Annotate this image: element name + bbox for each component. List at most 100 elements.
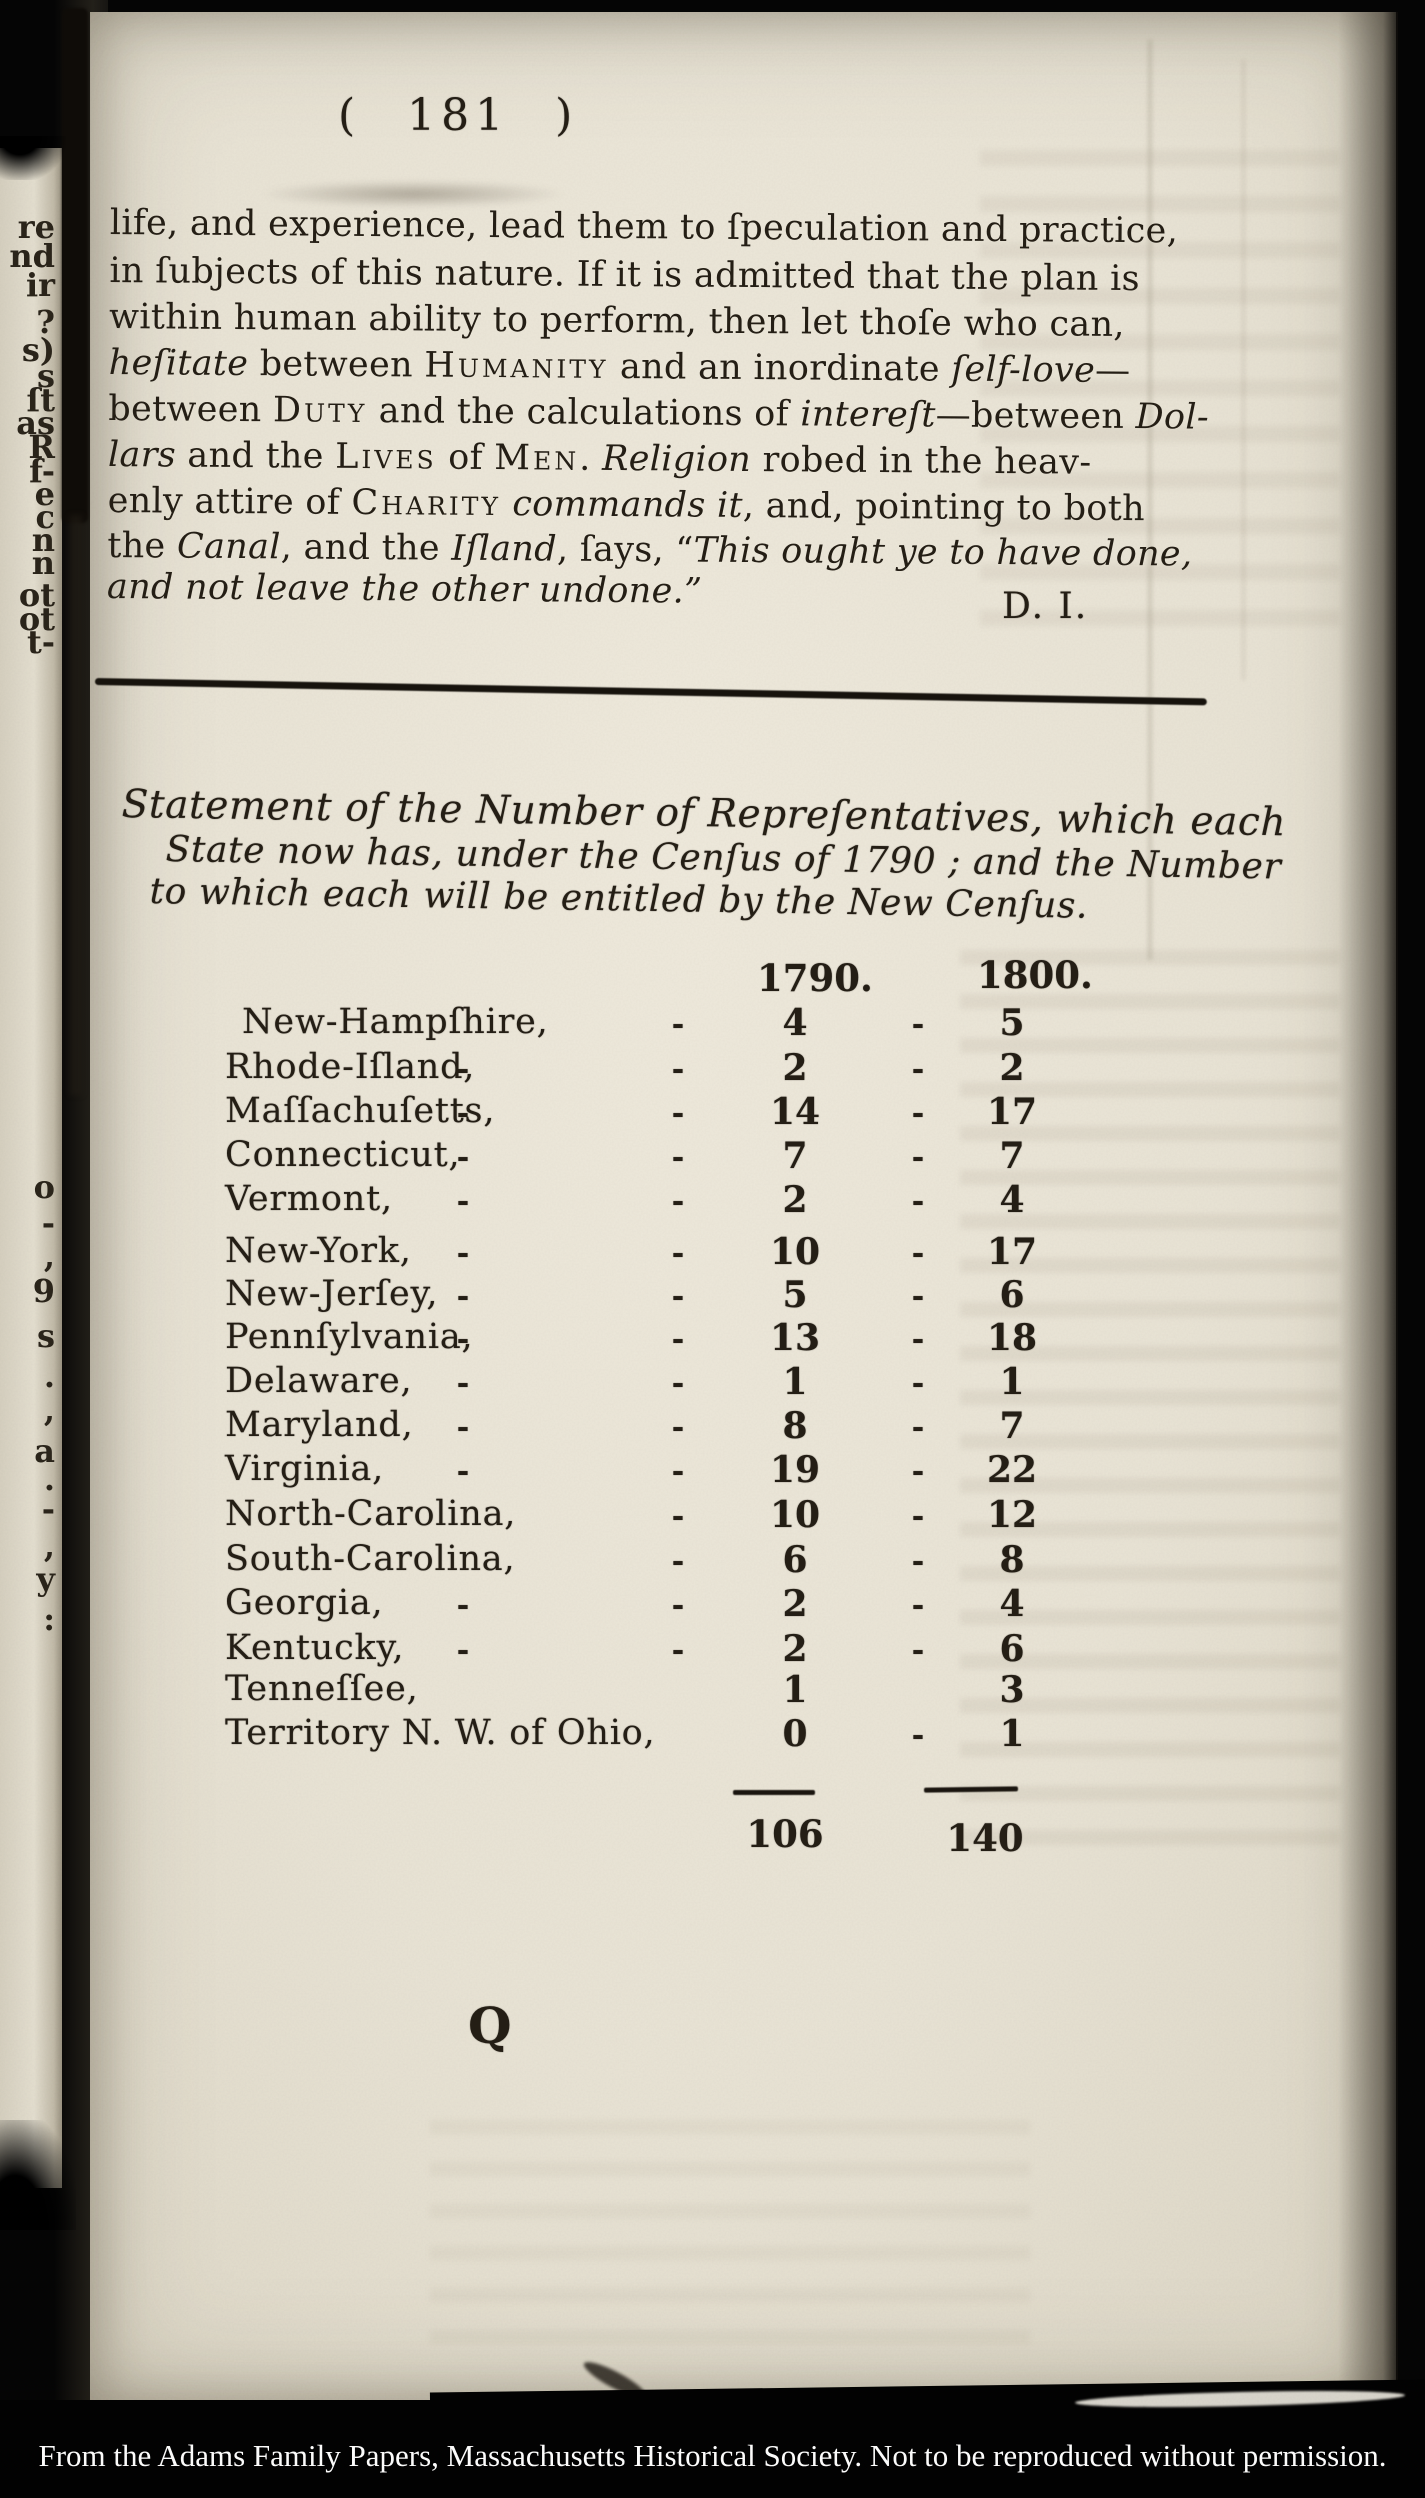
- body-text: , ſays, “: [556, 529, 694, 571]
- value-1800: 6: [999, 1628, 1025, 1670]
- body-text: , and, pointing to both: [742, 485, 1146, 530]
- leader-dash: -: [911, 1499, 925, 1534]
- table-row: Connecticut, - - -7 7: [0, 1135, 1425, 1177]
- leader-dash: -: [671, 1236, 685, 1271]
- table-row: New-York, - - - 10 17: [0, 1231, 1425, 1273]
- value-1800: 7: [999, 1135, 1025, 1177]
- leader-dash: -: [671, 1366, 685, 1401]
- margin-fragment: ,: [43, 1237, 55, 1275]
- small-caps-text: Men: [494, 438, 580, 479]
- small-caps-text: Duty: [272, 390, 368, 432]
- margin-fragment: -: [41, 1490, 55, 1528]
- margin-fragment: s: [36, 1317, 55, 1355]
- paragraph-line: in ſubjects of this nature. If it is adm…: [109, 251, 1140, 299]
- table-row: Territory N. W. of Ohio, - 0 1: [0, 1713, 1425, 1755]
- leader-dash: -: [671, 1052, 685, 1087]
- state-label: North-Carolina,: [225, 1494, 517, 1534]
- value-1790: 19: [769, 1449, 821, 1491]
- leader-dash: -: [911, 1236, 925, 1271]
- paragraph-line: heſitate between Humanity and an inordin…: [109, 343, 1131, 391]
- margin-fragment: 9: [32, 1272, 55, 1310]
- leader-dash: -: [456, 1588, 470, 1623]
- value-1790: 13: [769, 1317, 821, 1359]
- state-label: Maryland,: [225, 1405, 414, 1445]
- value-1800: 7: [999, 1405, 1025, 1447]
- leader-dash: -: [911, 1588, 925, 1623]
- state-label: Delaware,: [225, 1361, 413, 1401]
- value-1800: 17: [986, 1091, 1038, 1133]
- leader-dash: -: [911, 1410, 925, 1445]
- italic-text: ſelf-love: [951, 349, 1096, 391]
- value-1790: 1: [782, 1361, 808, 1403]
- paragraph-line: within human ability to perform, then le…: [109, 297, 1125, 345]
- value-1800: 2: [999, 1047, 1025, 1089]
- value-1790: 0: [782, 1713, 808, 1755]
- table-row: Vermont, - - - 2 4: [0, 1179, 1425, 1221]
- table-row: Pennſylvania, - - -13 18: [0, 1317, 1425, 1359]
- table-row: South-Carolina, - - 6 8: [0, 1539, 1425, 1581]
- leader-dash: -: [671, 1410, 685, 1445]
- value-1800: 6: [999, 1274, 1025, 1316]
- value-1790: 10: [769, 1494, 821, 1536]
- small-caps-text: Humanity: [424, 345, 609, 387]
- leader-dash: -: [456, 1236, 470, 1271]
- value-1800: 5: [999, 1002, 1025, 1044]
- value-1790: 14: [769, 1091, 821, 1133]
- state-label: Virginia,: [225, 1449, 385, 1489]
- margin-fragment: ir: [25, 266, 55, 304]
- table-row: North-Carolina, - - 10 12: [0, 1494, 1425, 1536]
- body-text: , and the: [280, 527, 452, 569]
- body-text: between: [108, 388, 274, 431]
- body-text: in ſubjects of this nature. If it is adm…: [109, 250, 1141, 300]
- leader-dash: -: [671, 1096, 685, 1131]
- value-1800: 22: [986, 1449, 1038, 1491]
- leader-dash: -: [456, 1454, 470, 1489]
- body-text: [501, 484, 513, 524]
- italic-text: lars: [107, 434, 177, 476]
- margin-fragment: :: [43, 1600, 55, 1638]
- leader-dash: -: [671, 1544, 685, 1579]
- table-row: New-Jerſey, - - -5 6: [0, 1274, 1425, 1316]
- leader-dash: -: [911, 1322, 925, 1357]
- attribution-initials: D. I.: [1002, 586, 1089, 627]
- body-text: of: [436, 437, 495, 479]
- total-1800: 140: [946, 1816, 1024, 1860]
- body-text: —: [1094, 350, 1131, 392]
- state-label: South-Carolina,: [225, 1539, 516, 1579]
- state-label: Vermont,: [225, 1179, 393, 1219]
- value-1790: 2: [782, 1628, 808, 1670]
- paragraph-line: the Canal, and the Iſland, ſays, “This o…: [107, 526, 1192, 575]
- value-1800: 18: [986, 1317, 1038, 1359]
- body-text: and the calculations of: [367, 391, 801, 435]
- leader-dash: -: [671, 1454, 685, 1489]
- leader-dash: -: [671, 1279, 685, 1314]
- state-label: Tenneſſee,: [225, 1669, 419, 1709]
- paragraph-line: and not leave the other undone.”: [107, 567, 703, 612]
- value-1800: 1: [999, 1713, 1025, 1755]
- leader-dash: -: [456, 1322, 470, 1357]
- value-1800: 17: [986, 1231, 1038, 1273]
- body-text: within human ability to perform, then le…: [108, 296, 1125, 345]
- table-row: New-Hampſhire, - - 4 5: [0, 1002, 1425, 1044]
- paper-crease: [1242, 60, 1245, 680]
- leader-dash: -: [911, 1544, 925, 1579]
- state-label: Georgia,: [225, 1583, 384, 1623]
- spine-shadow-bar: [62, 8, 88, 523]
- value-1790: 7: [782, 1135, 808, 1177]
- leader-dash: -: [911, 1633, 925, 1668]
- leader-dash: -: [671, 1184, 685, 1219]
- value-1800: 1: [999, 1361, 1025, 1403]
- table-row: Maryland, - - - 8 7: [0, 1405, 1425, 1447]
- total-rule-1790: [733, 1790, 815, 1795]
- italic-text: Iſland: [451, 528, 558, 570]
- leader-dash: -: [911, 1052, 925, 1087]
- italic-text: intereſt: [800, 394, 936, 436]
- column-header-1800: 1800.: [977, 953, 1093, 997]
- leader-dash: -: [911, 1140, 925, 1175]
- margin-fragment: y: [36, 1560, 55, 1598]
- leader-dash: -: [911, 1718, 925, 1753]
- leader-dash: -: [456, 1410, 470, 1445]
- value-1790: 8: [782, 1405, 808, 1447]
- leader-dash: -: [671, 1140, 685, 1175]
